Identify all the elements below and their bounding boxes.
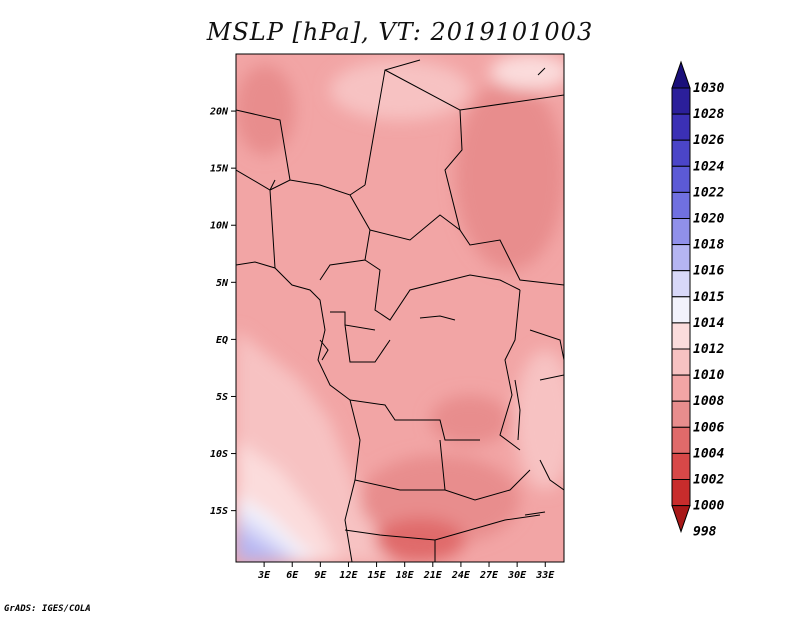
lon-tick-label: 6E <box>286 570 299 581</box>
lat-tick-label: 15S <box>210 506 228 517</box>
colorbar-segment <box>671 87 691 115</box>
lat-tick-label: 20N <box>209 107 229 118</box>
colorbar-segment <box>671 348 691 376</box>
colorbar-label: 1010 <box>693 368 724 383</box>
lon-tick-label: 33E <box>535 570 555 581</box>
colorbar-segment <box>671 191 691 219</box>
map-frame <box>235 53 565 563</box>
colorbar-segment <box>671 374 691 402</box>
colorbar-segment <box>671 218 691 246</box>
lat-tick-label: EQ <box>216 335 228 346</box>
colorbar-label: 1004 <box>693 446 724 461</box>
colorbar-segment <box>671 400 691 428</box>
colorbar-segment <box>671 270 691 298</box>
colorbar-label: 1006 <box>693 420 724 435</box>
lon-tick-label: 18E <box>396 570 415 581</box>
lon-tick-label: 27E <box>479 570 499 581</box>
colorbar-segment <box>671 165 691 193</box>
lon-tick-label: 24E <box>451 570 471 581</box>
colorbar-label: 1030 <box>693 81 724 96</box>
colorbar-label: 1012 <box>693 342 724 357</box>
longitude-axis: 3E 6E 9E 12E 15E 18E 21E 24E 27E 30E 33E <box>257 562 555 581</box>
map-title: MSLP [hPa], VT: 2019101003 <box>206 18 594 46</box>
colorbar-label: 1002 <box>693 473 724 488</box>
lon-tick-label: 21E <box>423 570 443 581</box>
colorbar-segment <box>671 296 691 324</box>
lon-tick-label: 30E <box>507 570 527 581</box>
colorbar: 1030 1028 1026 1024 1022 1020 1018 1016 1015 1014… <box>671 60 724 540</box>
colorbar-bottom-arrow <box>671 505 691 534</box>
colorbar-segment <box>671 113 691 141</box>
lon-tick-label: 3E <box>257 570 271 581</box>
lon-tick-label: 9E <box>314 570 327 581</box>
colorbar-label: 1024 <box>693 159 724 174</box>
colorbar-label: 1020 <box>693 212 724 227</box>
colorbar-label: 1016 <box>693 264 724 279</box>
pressure-field <box>236 54 564 562</box>
lat-tick-label: 10S <box>210 449 228 460</box>
lat-tick-label: 15N <box>210 164 229 175</box>
colorbar-segment <box>671 479 691 507</box>
colorbar-label: 998 <box>693 525 717 540</box>
colorbar-label: 1018 <box>693 238 724 253</box>
lon-tick-label: 15E <box>368 570 387 581</box>
lon-tick-label: 12E <box>339 570 358 581</box>
colorbar-top-arrow <box>671 60 691 89</box>
colorbar-label: 1026 <box>693 133 724 148</box>
lat-tick-label: 5S <box>216 392 228 403</box>
colorbar-label: 1000 <box>693 499 724 514</box>
colorbar-label: 1028 <box>693 107 724 122</box>
colorbar-segment <box>671 322 691 350</box>
grads-credit: GrADS: IGES/COLA <box>4 604 91 614</box>
colorbar-segment <box>671 452 691 480</box>
lat-tick-label: 10N <box>210 221 229 232</box>
colorbar-label: 1015 <box>693 290 724 305</box>
colorbar-segment <box>671 244 691 272</box>
latitude-axis: 20N 15N 10N 5N EQ 5S 10S 15S <box>209 107 236 517</box>
colorbar-label: 1014 <box>693 316 724 331</box>
colorbar-label: 1022 <box>693 185 724 200</box>
colorbar-label: 1008 <box>693 394 724 409</box>
boundaries <box>236 59 564 562</box>
colorbar-segment <box>671 426 691 454</box>
lat-tick-label: 5N <box>216 278 229 289</box>
colorbar-segment <box>671 139 691 167</box>
